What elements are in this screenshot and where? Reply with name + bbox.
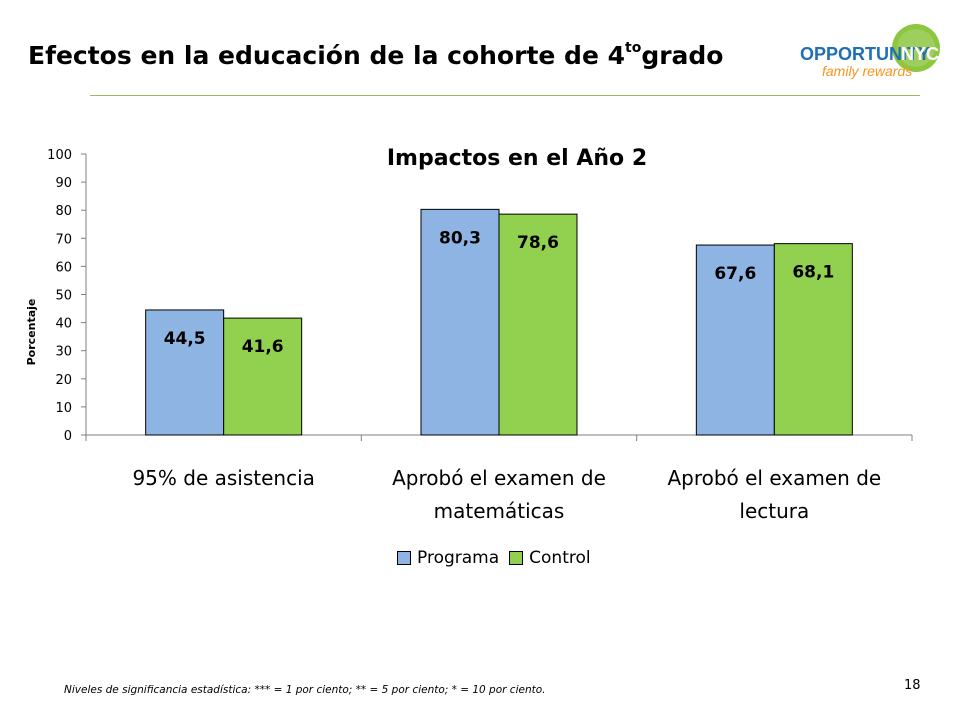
y-tick-label: 20 (55, 373, 72, 388)
opportunity-nyc-logo: OPPORTUNITY NYC family rewards (800, 24, 940, 79)
slide-title-end: grado (641, 41, 724, 70)
y-tick-label: 90 (55, 176, 72, 191)
significance-footnote: Niveles de significancia estadística: **… (64, 684, 546, 696)
slide-title-text: Efectos en la educación de la cohorte de… (28, 41, 625, 70)
page-number: 18 (904, 678, 921, 693)
bar-programa-3 (695, 244, 775, 436)
title-divider (90, 95, 920, 96)
chart-legend: Programa Control (397, 548, 601, 568)
bar-control-3 (773, 243, 853, 436)
legend-label: Control (529, 548, 591, 568)
x-category-label: Aprobó el examen de (667, 466, 881, 490)
y-tick-label: 30 (55, 345, 72, 360)
data-label: 80,3 (439, 228, 481, 248)
y-axis-label: Porcentaje (25, 299, 38, 366)
logo-word-opportunity: OPPORTUNITY (800, 44, 930, 64)
x-category-label: Aprobó el examen de (392, 466, 606, 490)
y-tick-label: 10 (55, 401, 72, 416)
data-label: 41,6 (242, 337, 284, 357)
y-tick-label: 70 (55, 232, 72, 247)
data-label: 68,1 (792, 263, 834, 283)
y-tick-label: 50 (55, 289, 72, 304)
data-label: 78,6 (517, 233, 559, 253)
legend-swatch (397, 551, 411, 565)
slide-title-superscript: to (625, 40, 642, 56)
x-category-label: lectura (739, 499, 809, 523)
logo-tagline: family rewards (822, 63, 912, 79)
y-tick-label: 40 (55, 317, 72, 332)
data-label: 44,5 (164, 329, 206, 349)
y-tick-label: 100 (47, 148, 72, 163)
logo-circle (892, 24, 940, 72)
y-tick-label: 60 (55, 260, 72, 275)
y-tick-label: 80 (55, 204, 72, 219)
legend-item-programa: Programa (397, 548, 499, 568)
legend-label: Programa (417, 548, 500, 568)
slide-title: Efectos en la educación de la cohorte de… (28, 40, 723, 70)
x-category-label: matemáticas (434, 499, 565, 523)
x-category-label: 95% de asistencia (132, 466, 314, 490)
chart-title: Impactos en el Año 2 (387, 146, 647, 171)
legend-swatch (509, 551, 524, 565)
y-tick-label: 0 (64, 429, 72, 444)
data-label: 67,6 (714, 264, 756, 284)
legend-item-control: Control (509, 548, 591, 568)
logo-circle-inner (897, 29, 935, 67)
logo-word-nyc: NYC (901, 44, 939, 64)
bar-programa-2 (420, 208, 500, 436)
bar-control-1 (223, 317, 303, 436)
bar-control-2 (498, 213, 578, 436)
bar-programa-1 (145, 309, 225, 436)
